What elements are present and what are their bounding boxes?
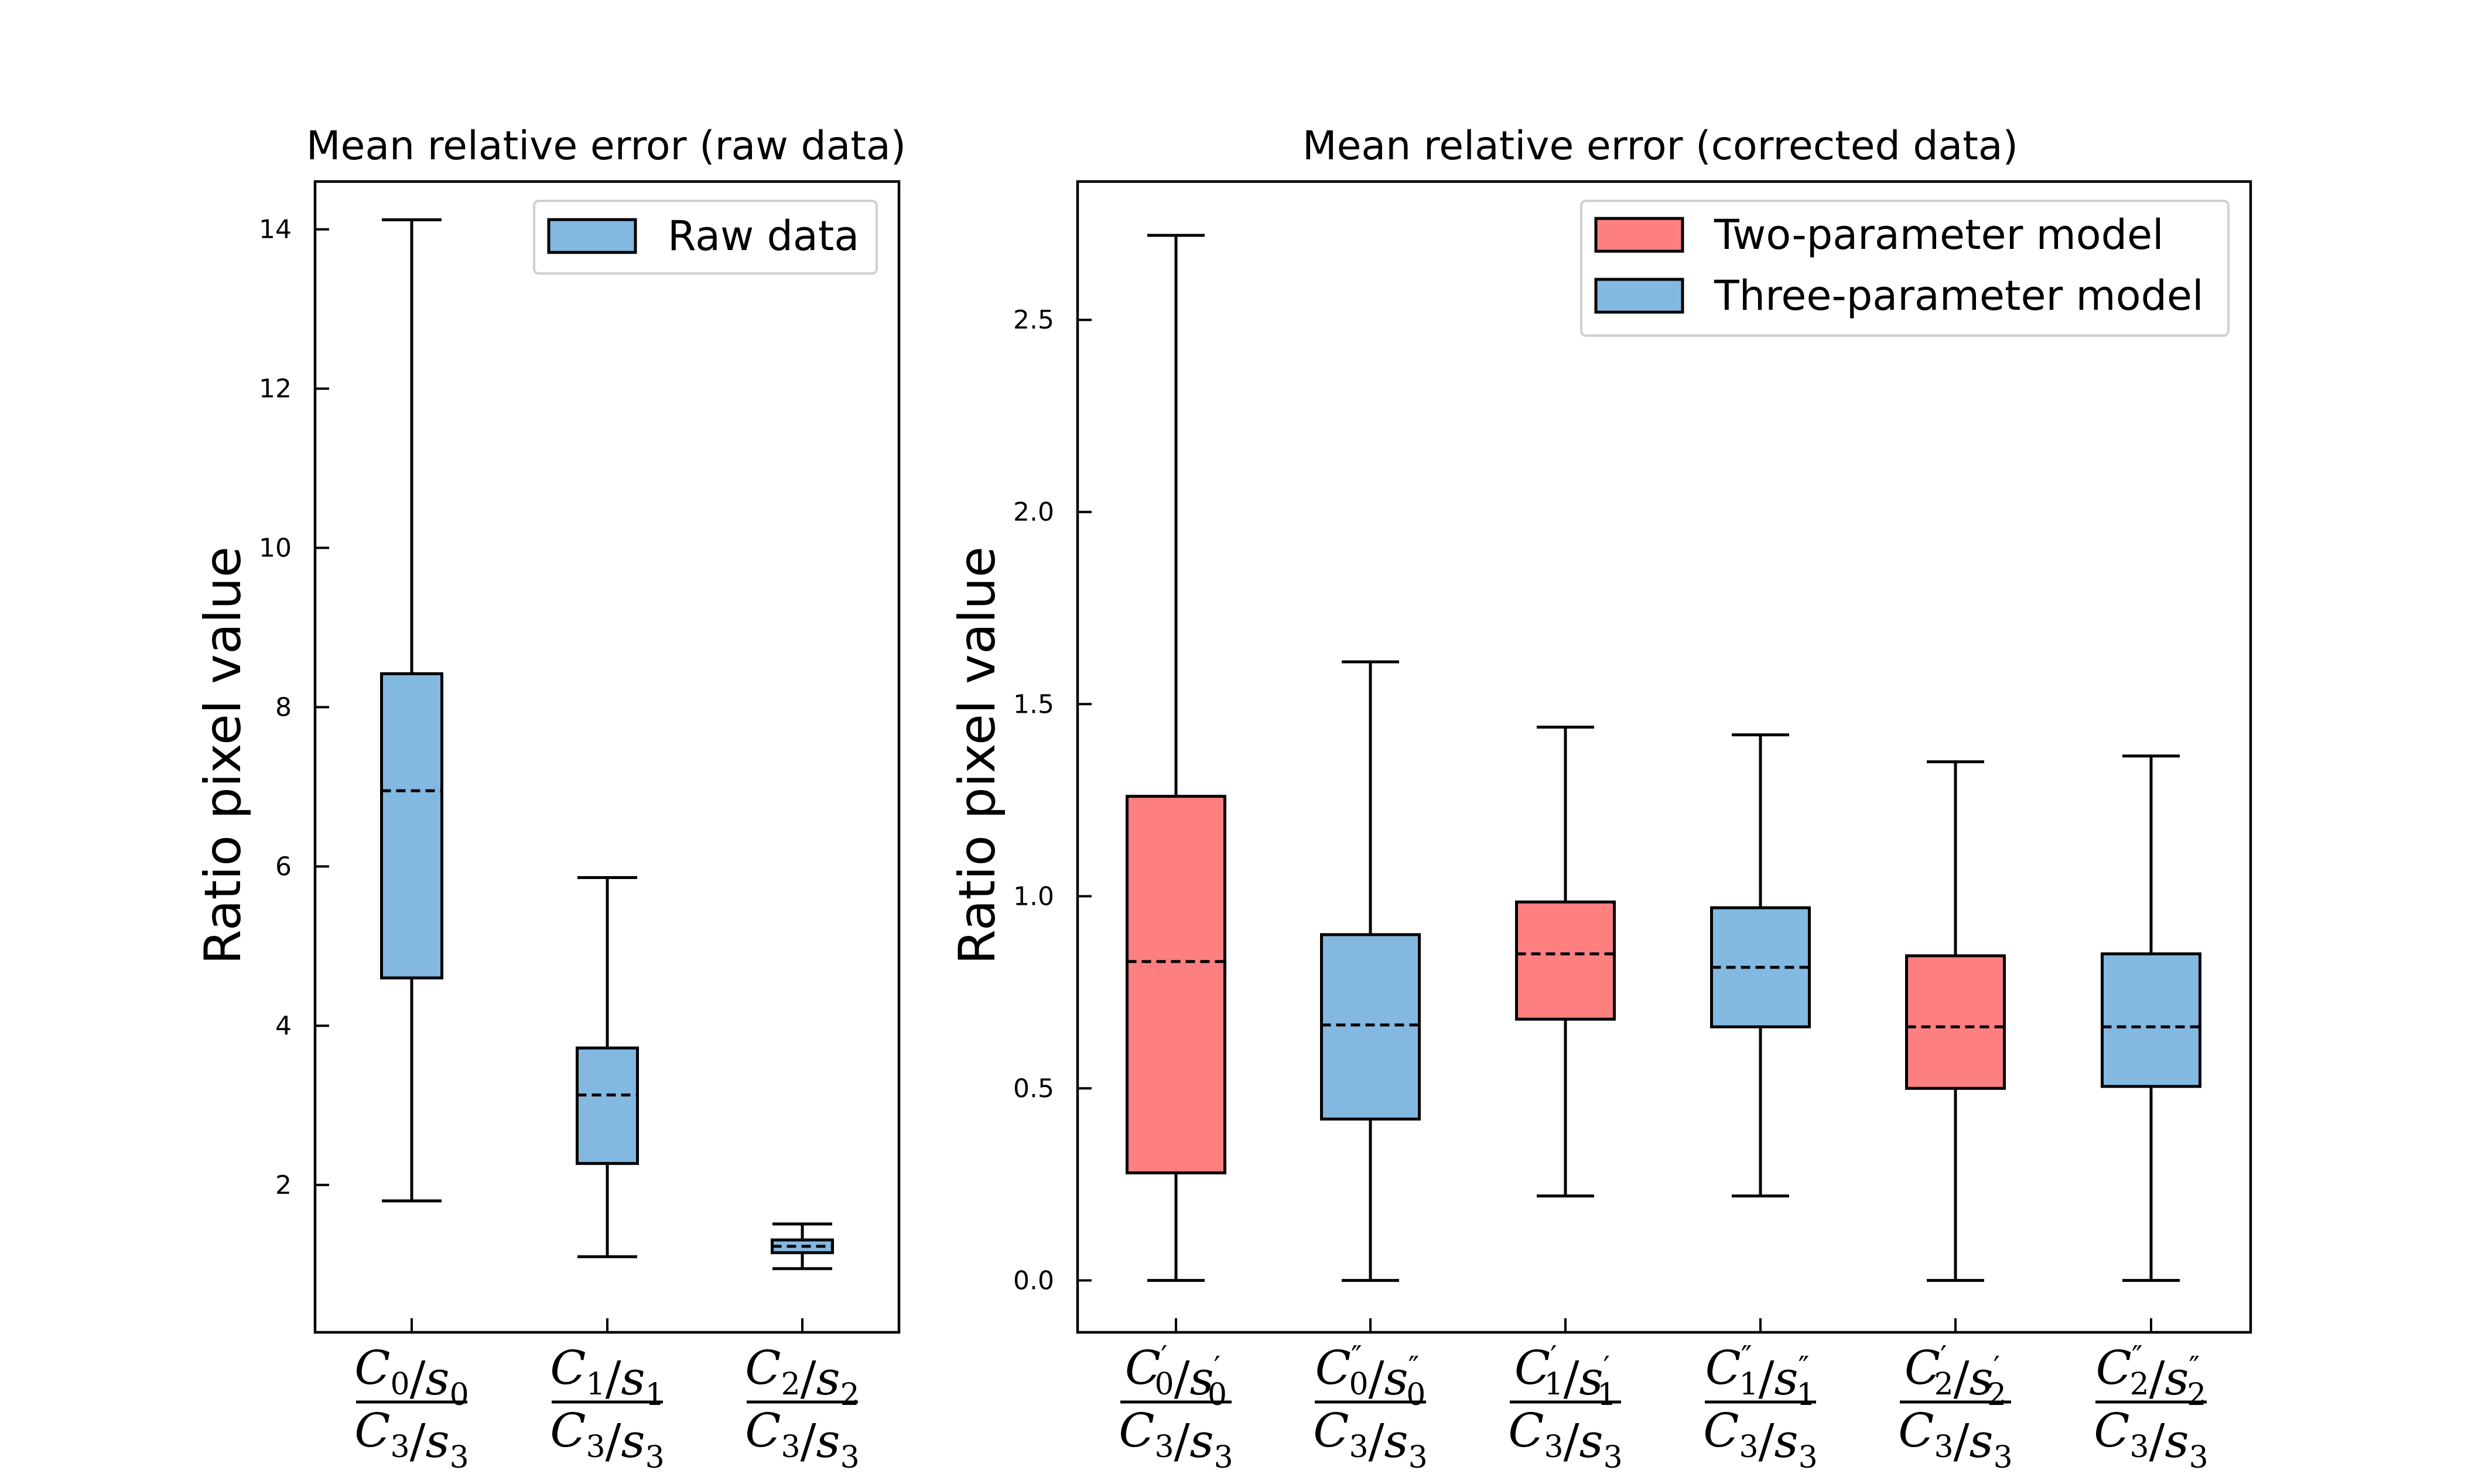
box [576,1047,639,1165]
x-tick-label-numerator: C0/s0 [354,1341,469,1413]
x-tick-label-numerator: C″ 2/s″ 2 [2096,1339,2207,1413]
y-tick-label: 1.0 [1013,881,1054,911]
box-group [2101,754,2201,1282]
x-tick-label-denominator: C3/s3 [745,1403,859,1475]
x-tick-label-numerator: C′ 2/s′ 2 [1905,1339,2006,1413]
x-tick-label-numerator: C1/s1 [550,1341,664,1413]
y-tick-label: 2.0 [1013,497,1054,527]
raw-data-legend: Raw data [533,200,878,275]
box-group [1905,760,2006,1282]
raw-data-axes-frame [313,180,901,1334]
y-tick-label: 10 [259,534,292,563]
x-tick-label-denominator: C3/s3 [2094,1403,2208,1475]
legend-swatch-three-parameter [1594,278,1684,314]
box [1320,933,1421,1121]
x-tick-label-numerator: C″ 1/s″ 1 [1705,1339,1816,1413]
box-group [1126,234,1226,1282]
x-tick-label-denominator: C3/s3 [1703,1403,1817,1475]
y-tick-label: 2 [275,1170,292,1200]
box-group [771,1222,834,1270]
legend-label-three-parameter: Three-parameter model [1714,272,2204,320]
box [1126,795,1226,1175]
corrected-data-plot-area: 0.00.51.01.52.02.5C′ 0/s′ 0C3/s3C″ 0/s″ 0C3/… [1013,234,2208,1475]
y-tick-label: 2.5 [1013,305,1054,335]
box [380,672,443,980]
box [2101,952,2201,1088]
raw-data-panel: Mean relative error (raw data) Ratio pix… [194,123,906,1475]
y-tick-label: 6 [275,852,292,881]
raw-data-title: Mean relative error (raw data) [306,123,906,169]
box-group [380,218,443,1203]
raw-data-ylabel: Ratio pixel value [194,546,252,965]
x-tick-label-denominator: C3/s3 [1508,1403,1622,1475]
corrected-data-axes-frame [1076,180,2252,1334]
x-tick-label-numerator: C2/s2 [745,1341,859,1413]
y-tick-label: 12 [259,374,292,404]
box-group [1710,733,1811,1198]
y-tick-label: 8 [275,693,292,723]
legend-label-two-parameter: Two-parameter model [1714,211,2164,259]
box-group [576,876,639,1259]
x-tick-label-denominator: C3/s3 [1119,1403,1233,1475]
box-group [1320,660,1421,1282]
corrected-data-panel: Mean relative error (corrected data) Rat… [948,123,2252,1475]
corrected-data-legend: Two-parameter model Three-parameter mode… [1580,200,2230,337]
legend-swatch-raw-data [547,218,637,254]
box [1905,954,2006,1090]
y-tick-label: 0.0 [1013,1266,1054,1295]
box [1515,900,1616,1021]
x-tick-label-denominator: C3/s3 [1313,1403,1427,1475]
y-tick-label: 14 [259,215,292,245]
box-group [1515,726,1616,1198]
x-tick-label-denominator: C3/s3 [354,1403,469,1475]
legend-box [1580,200,2230,337]
legend-label-raw-data: Raw data [668,212,859,260]
x-tick-label-numerator: C′ 1/s′ 1 [1514,1339,1616,1413]
y-tick-label: 1.5 [1013,689,1054,719]
x-tick-label-numerator: C′ 0/s′ 0 [1125,1339,1227,1413]
y-tick-label: 0.5 [1013,1073,1054,1103]
legend-swatch-two-parameter [1594,217,1684,253]
x-tick-label-denominator: C3/s3 [550,1403,664,1475]
corrected-data-ylabel: Ratio pixel value [948,546,1007,965]
corrected-data-title: Mean relative error (corrected data) [1302,123,2018,169]
y-tick-label: 4 [275,1011,292,1041]
x-tick-label-numerator: C″ 0/s″ 0 [1315,1339,1426,1413]
x-tick-label-denominator: C3/s3 [1898,1403,2012,1475]
